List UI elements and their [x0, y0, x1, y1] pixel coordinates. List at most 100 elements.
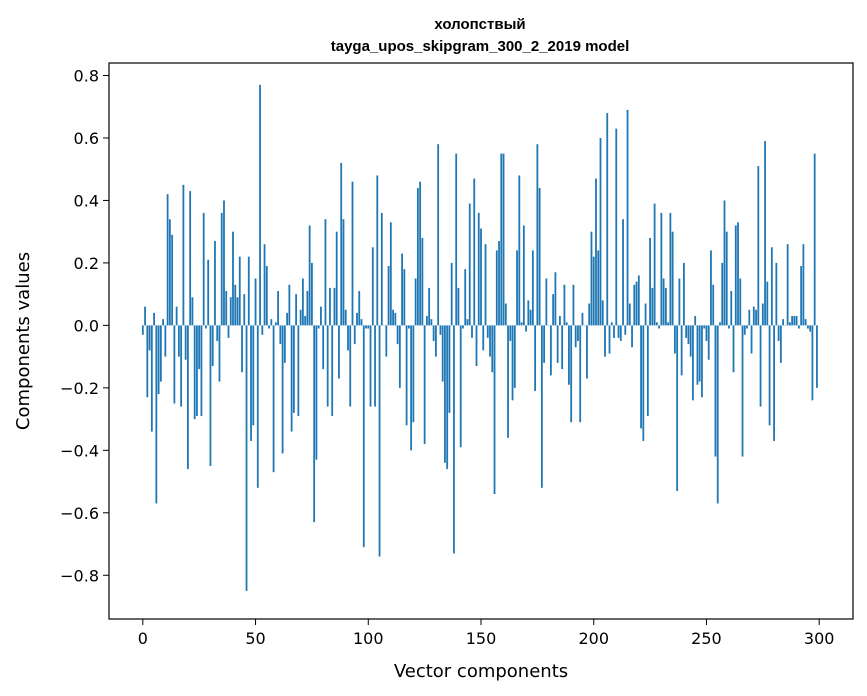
bar — [554, 272, 557, 326]
bar — [141, 325, 144, 335]
x-axis: 0 50 100 150 200 250 300 — [138, 619, 834, 648]
bar — [631, 325, 633, 348]
bar — [816, 325, 818, 388]
bar — [565, 322, 568, 326]
bar — [746, 325, 748, 329]
bar — [788, 322, 791, 326]
bar — [770, 247, 773, 326]
bar — [351, 181, 354, 326]
bar — [297, 325, 300, 416]
bar — [730, 291, 733, 326]
bar — [773, 325, 775, 441]
bar — [313, 325, 316, 523]
bar — [356, 312, 358, 326]
bar — [755, 309, 757, 326]
bar — [698, 325, 701, 382]
bar — [676, 325, 679, 491]
bar — [536, 144, 539, 326]
bar — [737, 222, 739, 326]
bar — [311, 262, 313, 326]
bar — [301, 278, 304, 326]
bar — [802, 244, 805, 326]
bar — [617, 325, 620, 338]
bar — [432, 325, 435, 341]
bar — [234, 284, 237, 326]
bar — [430, 319, 433, 326]
x-tick-label: 250 — [691, 629, 722, 648]
bar — [549, 325, 552, 376]
bar — [613, 325, 615, 338]
bar — [500, 153, 503, 326]
bar — [191, 297, 194, 326]
bar — [615, 128, 618, 326]
bar — [295, 294, 298, 326]
bar — [513, 325, 516, 388]
y-tick-label: 0.6 — [74, 129, 99, 148]
bar — [477, 212, 480, 326]
bar — [752, 306, 755, 326]
bar — [640, 325, 642, 429]
bar — [694, 316, 697, 326]
bar — [507, 325, 509, 438]
bar — [435, 325, 437, 357]
bar — [719, 322, 721, 326]
bar — [462, 325, 464, 329]
bar — [586, 325, 588, 379]
bar — [252, 325, 255, 426]
bar — [671, 231, 674, 326]
bar — [716, 325, 719, 504]
bar — [543, 325, 546, 363]
bar — [723, 200, 726, 326]
bar — [272, 325, 275, 473]
bar — [509, 325, 512, 341]
bar — [692, 325, 694, 401]
bar — [728, 325, 730, 329]
bar — [315, 325, 318, 460]
bar — [552, 294, 555, 326]
chart-subtitle: tayga_upos_skipgram_300_2_2019 model — [331, 38, 630, 55]
bar — [290, 325, 293, 432]
y-tick-label: −0.4 — [60, 441, 99, 460]
bar — [403, 269, 406, 326]
bar — [209, 325, 212, 466]
y-tick-label: −0.8 — [60, 566, 99, 585]
bar — [281, 325, 284, 454]
bar — [813, 153, 816, 326]
y-tick-label: −0.6 — [60, 504, 99, 523]
bar — [153, 312, 155, 326]
bar — [360, 319, 363, 326]
bar — [766, 281, 769, 326]
bar — [804, 319, 807, 326]
bar — [687, 325, 690, 345]
x-tick-label: 50 — [245, 629, 265, 648]
bar — [457, 287, 460, 326]
bar — [495, 250, 498, 326]
bar — [689, 325, 692, 357]
bar — [712, 284, 715, 326]
bar — [376, 175, 379, 326]
bar — [232, 231, 234, 326]
bar — [741, 325, 744, 457]
bar — [205, 325, 207, 329]
bar — [164, 325, 167, 357]
bar — [292, 325, 295, 413]
bar — [642, 325, 645, 441]
bar — [398, 325, 401, 388]
bar — [344, 309, 347, 326]
bar — [707, 325, 710, 360]
bar — [317, 325, 320, 329]
bar — [202, 212, 205, 326]
bar — [795, 316, 798, 326]
bar — [664, 287, 667, 326]
bar — [538, 187, 541, 326]
bar — [807, 325, 809, 329]
bar — [800, 266, 803, 326]
bar — [441, 325, 444, 382]
bar — [374, 325, 376, 407]
bar — [743, 325, 746, 335]
x-tick-label: 0 — [138, 629, 148, 648]
bar — [570, 325, 573, 423]
bar — [455, 153, 458, 326]
bar — [466, 319, 469, 326]
chart-title: холопствый — [434, 16, 525, 33]
